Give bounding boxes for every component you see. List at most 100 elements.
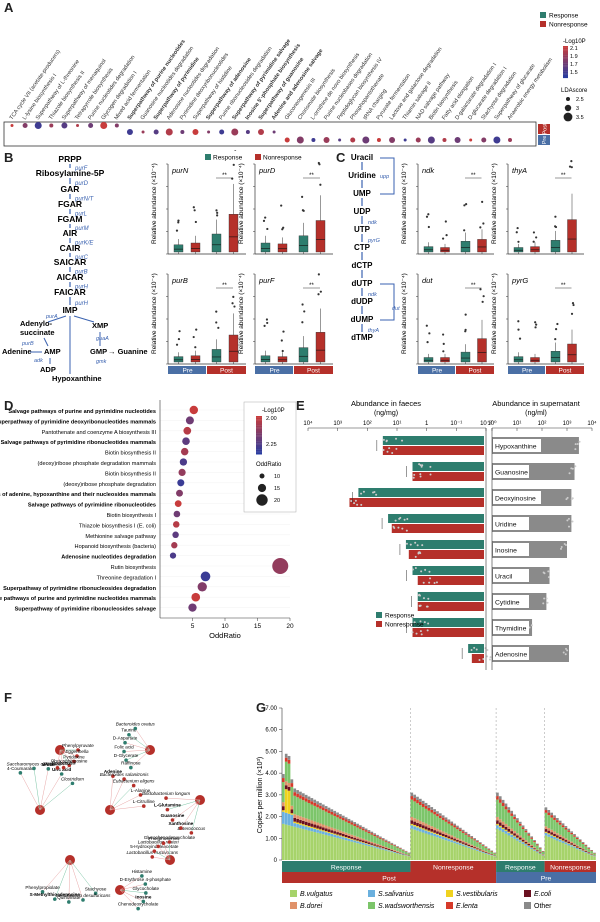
stack-segment bbox=[553, 831, 556, 834]
stack-segment bbox=[387, 851, 391, 860]
stack-segment bbox=[456, 842, 459, 845]
pathway-step: dTMP bbox=[351, 333, 373, 342]
stack-segment bbox=[376, 845, 379, 847]
point bbox=[419, 464, 422, 467]
stack-segment bbox=[516, 820, 519, 823]
stack-segment bbox=[530, 844, 533, 847]
network-node bbox=[170, 818, 175, 822]
stack-segment bbox=[504, 806, 508, 810]
term-label: Pantothenate and coenzyme A biosynthesis… bbox=[42, 430, 157, 436]
stack-segment bbox=[467, 843, 471, 845]
stack-segment bbox=[296, 790, 299, 794]
stack-segment bbox=[307, 827, 311, 831]
stack-segment bbox=[321, 831, 325, 835]
odds-dot bbox=[183, 426, 192, 435]
group-top-bar bbox=[282, 861, 411, 872]
outlier bbox=[535, 323, 538, 326]
network-label: Escherichia bbox=[52, 761, 76, 766]
right-tick-label: 10¹ bbox=[513, 421, 522, 427]
point bbox=[360, 503, 363, 506]
lda-dot bbox=[141, 130, 145, 134]
stack-segment bbox=[299, 816, 302, 820]
stack-segment bbox=[561, 827, 565, 837]
stack-segment bbox=[361, 842, 365, 843]
network-node bbox=[152, 849, 157, 853]
stack-segment bbox=[530, 836, 533, 838]
stack-segment bbox=[290, 805, 294, 810]
stack-segment bbox=[581, 848, 585, 850]
network-label: Eubacterium eligens bbox=[113, 779, 155, 784]
stack-segment bbox=[584, 850, 588, 852]
stack-segment bbox=[556, 833, 559, 836]
point bbox=[422, 597, 425, 600]
stack-segment bbox=[299, 791, 302, 796]
stack-segment bbox=[399, 853, 402, 855]
ylabel: Relative abundance (×10⁻⁴) bbox=[238, 163, 245, 244]
stack-segment bbox=[501, 829, 505, 833]
stack-segment bbox=[367, 843, 371, 845]
stack-segment bbox=[307, 822, 311, 826]
stack-segment bbox=[464, 846, 468, 860]
group-post-label: Post bbox=[382, 876, 396, 883]
stack-segment bbox=[447, 821, 451, 824]
bar-nonresponse bbox=[412, 628, 484, 637]
outlier bbox=[482, 295, 485, 298]
point bbox=[425, 605, 428, 608]
stack-segment bbox=[310, 820, 314, 824]
network-label: Uric acid bbox=[52, 767, 72, 772]
enz-d: guaA bbox=[96, 336, 109, 342]
outlier bbox=[481, 200, 484, 203]
outlier bbox=[517, 240, 520, 243]
stack-segment bbox=[399, 852, 402, 854]
stack-segment bbox=[536, 851, 539, 853]
label-bg bbox=[493, 647, 529, 660]
stack-segment bbox=[350, 822, 354, 825]
stack-segment bbox=[396, 851, 399, 853]
enz-upp: upp bbox=[380, 174, 389, 180]
group-post-bar bbox=[538, 124, 550, 134]
stack-segment bbox=[430, 831, 434, 833]
stack-segment bbox=[567, 831, 571, 840]
outlier bbox=[177, 219, 180, 222]
network-node bbox=[136, 906, 140, 911]
odds-dot bbox=[171, 542, 178, 549]
point bbox=[405, 542, 408, 545]
stack-segment bbox=[282, 823, 285, 860]
box bbox=[277, 356, 288, 363]
stack-segment bbox=[458, 841, 462, 843]
network-edge bbox=[20, 772, 41, 811]
stack-segment bbox=[419, 820, 422, 825]
stack-segment bbox=[370, 845, 374, 847]
legend-gradient-cell bbox=[256, 452, 262, 455]
point bbox=[391, 451, 394, 454]
species-swatch bbox=[290, 902, 297, 909]
left-unit: (ng/mg) bbox=[374, 410, 398, 417]
network-edge bbox=[119, 875, 143, 891]
stack-segment bbox=[576, 836, 579, 838]
stack-segment bbox=[333, 837, 337, 860]
outlier bbox=[231, 302, 234, 305]
stack-segment bbox=[464, 845, 468, 847]
stack-segment bbox=[561, 823, 565, 826]
stack-segment bbox=[513, 838, 516, 860]
stack-segment bbox=[381, 839, 385, 841]
stack-segment bbox=[327, 835, 331, 860]
point bbox=[489, 656, 492, 659]
stack-segment bbox=[421, 803, 425, 807]
legend-gradient-cell bbox=[256, 443, 262, 445]
stack-segment bbox=[510, 837, 514, 860]
stack-segment bbox=[481, 851, 485, 853]
stack-segment bbox=[327, 813, 331, 827]
network-edge bbox=[180, 799, 201, 829]
network-edge bbox=[59, 749, 75, 762]
odds-dot bbox=[172, 531, 179, 539]
lda-dot bbox=[415, 137, 421, 143]
stack-segment bbox=[578, 839, 582, 841]
stack-segment bbox=[324, 825, 328, 829]
lda-dot bbox=[61, 122, 68, 129]
box bbox=[277, 243, 288, 253]
stack-segment bbox=[584, 844, 588, 846]
stack-segment bbox=[336, 829, 339, 833]
stack-segment bbox=[458, 829, 462, 832]
stack-segment bbox=[447, 819, 451, 822]
